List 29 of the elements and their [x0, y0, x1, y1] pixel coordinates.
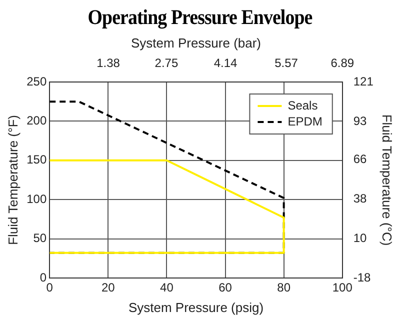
y2-tick-label: 10 — [353, 230, 368, 245]
y2-tick-label: -18 — [353, 270, 372, 284]
x-tick-label: 80 — [277, 280, 291, 295]
y-tick-label: 150 — [26, 152, 47, 167]
y2-tick-label: 93 — [353, 114, 368, 128]
y2-tick-label: 121 — [353, 74, 374, 88]
x2-tick-label: 6.89 — [330, 56, 354, 70]
x-tick-label: 20 — [101, 280, 116, 295]
x2-tick-label: 1.38 — [96, 56, 120, 70]
x2-tick-label: 5.57 — [274, 56, 298, 70]
y2-tick-label: 38 — [353, 191, 368, 206]
legend-label: EPDM — [288, 114, 322, 128]
y-axis-title: Fluid Temperature (°F) — [5, 115, 20, 245]
y-tick-label: 200 — [26, 114, 47, 128]
x2-tick-label: 4.14 — [214, 56, 238, 70]
y-tick-label: 50 — [33, 231, 47, 246]
x-tick-label: 60 — [218, 280, 232, 295]
y2-axis-title: Fluid Temperature (°C) — [380, 114, 395, 246]
x2-tick-label: 2.75 — [154, 56, 178, 70]
y-tick-label: 100 — [26, 192, 47, 206]
x-tick-label: 40 — [160, 280, 174, 295]
chart-title: Operating Pressure Envelope — [86, 4, 314, 31]
x2-axis-title: System Pressure (bar) — [130, 35, 262, 50]
y2-tick-label: 66 — [353, 152, 368, 166]
x-tick-label: 100 — [332, 280, 353, 295]
y-tick-label: 250 — [26, 74, 47, 88]
y-tick-label: 0 — [40, 270, 47, 284]
legend-label: Seals — [288, 98, 318, 112]
x-axis-title: System Pressure (psig) — [128, 300, 264, 315]
